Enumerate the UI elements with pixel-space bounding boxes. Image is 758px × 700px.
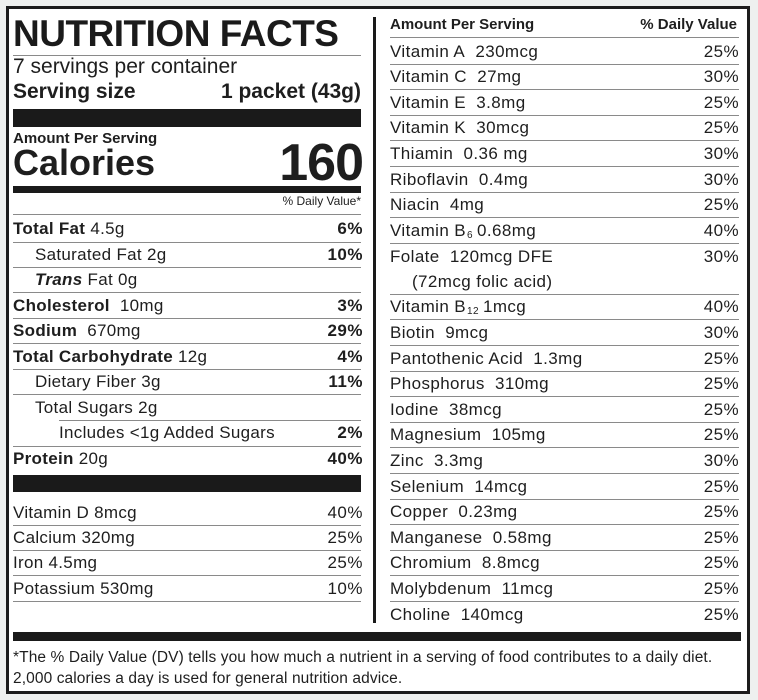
right-daily-value: % Daily Value <box>640 16 737 33</box>
serving-size-label: Serving size <box>13 80 136 103</box>
nutrient-row-zinc: Zinc 3.3mg 30% <box>390 450 739 470</box>
divider-line <box>390 601 739 602</box>
nutrient-row-vitamin-d: Vitamin D 8mcg 40% <box>13 502 363 522</box>
divider-line <box>390 319 739 320</box>
divider-line <box>390 64 739 65</box>
nutrition-facts-label: NUTRITION FACTS 7 servings per container… <box>6 6 750 694</box>
nutrient-row-choline: Choline 140mcg 25% <box>390 604 739 624</box>
nutrient-row-total-carbohydrate: Total Carbohydrate 12g 4% <box>13 346 363 366</box>
nutrient-row-manganese: Manganese 0.58mg 25% <box>390 527 739 547</box>
nutrient-row-trans-fat: Trans Fat 0g <box>35 269 138 289</box>
nutrient-row-copper: Copper 0.23mg 25% <box>390 502 739 522</box>
divider-line <box>390 575 739 576</box>
nutrient-row-magnesium: Magnesium 105mg 25% <box>390 425 739 445</box>
divider-line <box>390 524 739 525</box>
daily-value-header: % Daily Value* <box>282 194 361 208</box>
divider-line <box>390 396 739 397</box>
bottom-thick-bar <box>13 632 741 641</box>
divider-line <box>390 371 739 372</box>
nutrient-row-niacin: Niacin 4mg 25% <box>390 195 739 215</box>
thick-divider-bar <box>13 475 361 492</box>
nutrient-row-vitamin-k: Vitamin K 30mcg 25% <box>390 118 739 138</box>
right-amount-per-serving: Amount Per Serving <box>390 16 535 33</box>
nutrient-row-phosphorus: Phosphorus 310mg 25% <box>390 374 739 394</box>
label-title: NUTRITION FACTS <box>13 13 339 54</box>
nutrient-row-iodine: Iodine 38mcg 25% <box>390 399 739 419</box>
divider-line <box>390 166 739 167</box>
calories-label: Calories <box>13 142 156 183</box>
calories-value: 160 <box>279 134 364 192</box>
divider-line <box>13 214 361 215</box>
nutrient-row-chromium: Chromium 8.8mcg 25% <box>390 553 739 573</box>
divider-line <box>13 55 361 56</box>
right-column-header: Amount Per Serving % Daily Value <box>390 16 737 33</box>
nutrient-row-vitamin-b6: Vitamin B6 0.68mg 40% <box>390 220 739 241</box>
divider-line <box>390 473 739 474</box>
serving-size-value: 1 packet (43g) <box>220 80 361 103</box>
servings-per-container: 7 servings per container <box>13 55 238 78</box>
thick-divider-bar <box>13 109 361 127</box>
nutrient-row-calcium: Calcium 320mg 25% <box>13 527 363 547</box>
medium-divider-bar <box>13 186 361 193</box>
nutrient-row-thiamin: Thiamin 0.36 mg 30% <box>390 143 739 163</box>
nutrient-row-added-sugars: Includes <1g Added Sugars 2% <box>59 422 363 442</box>
divider-line <box>390 115 739 116</box>
divider-line <box>390 294 739 295</box>
nutrient-row-total-sugars: Total Sugars 2g <box>35 397 158 417</box>
nutrient-row-potassium: Potassium 530mg 10% <box>13 578 363 598</box>
serving-size-row: Serving size 1 packet (43g) <box>13 79 361 105</box>
amount-per-serving-label: Amount Per Serving <box>13 130 158 147</box>
daily-value-footnote: *The % Daily Value (DV) tells you how mu… <box>13 649 713 687</box>
divider-line <box>390 192 739 193</box>
nutrient-row-riboflavin: Riboflavin 0.4mg 30% <box>390 169 739 189</box>
nutrient-row-saturated-fat: Saturated Fat 2g 10% <box>35 244 363 264</box>
nutrient-row-biotin: Biotin 9mcg 30% <box>390 322 739 342</box>
nutrient-row-molybdenum: Molybdenum 11mcg 25% <box>390 578 739 598</box>
divider-line <box>390 345 739 346</box>
nutrient-row-selenium: Selenium 14mcg 25% <box>390 476 739 496</box>
nutrient-row-total-fat: Total Fat 4.5g 6% <box>13 218 363 238</box>
divider-line <box>390 550 739 551</box>
divider-line <box>390 243 739 244</box>
nutrient-row-folate: Folate 120mcg DFE (72mcg folic acid) 30% <box>390 246 739 291</box>
nutrient-row-cholesterol: Cholesterol 10mg 3% <box>13 295 363 315</box>
calories-row: Calories 160 <box>13 134 364 192</box>
divider-line <box>390 89 739 90</box>
divider-line <box>390 499 739 500</box>
nutrient-row-pantothenic-acid: Pantothenic Acid 1.3mg 25% <box>390 348 739 368</box>
column-divider <box>373 17 376 623</box>
divider-line <box>390 447 739 448</box>
nutrient-row-protein: Protein 20g 40% <box>13 448 363 468</box>
nutrient-row-sodium: Sodium 670mg 29% <box>13 320 363 340</box>
nutrient-row-vitamin-c: Vitamin C 27mg 30% <box>390 67 739 87</box>
divider-line <box>390 422 739 423</box>
divider-line <box>390 140 739 141</box>
nutrient-row-vitamin-b12: Vitamin B12 1mcg 40% <box>390 297 739 318</box>
nutrient-row-dietary-fiber: Dietary Fiber 3g 11% <box>35 371 363 391</box>
divider-line <box>390 217 739 218</box>
nutrient-row-vitamin-e: Vitamin E 3.8mg 25% <box>390 92 739 112</box>
nutrient-row-iron: Iron 4.5mg 25% <box>13 552 363 572</box>
nutrient-row-vitamin-a: Vitamin A 230mcg 25% <box>390 41 739 61</box>
